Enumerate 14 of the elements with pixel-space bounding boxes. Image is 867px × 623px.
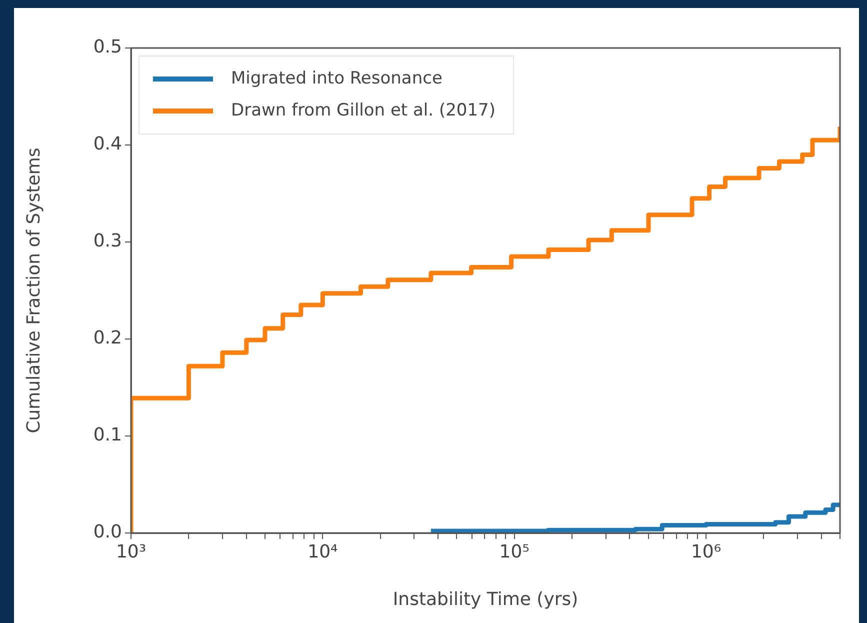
x-tick-label: 10³ <box>116 541 146 562</box>
legend-label: Migrated into Resonance <box>231 68 442 88</box>
y-tick-label: 0.5 <box>93 36 122 58</box>
y-tick-label: 0.1 <box>93 424 122 446</box>
y-tick-label: 0.4 <box>93 134 122 155</box>
x-axis-title: Instability Time (yrs) <box>392 588 578 610</box>
y-tick-label: 0.3 <box>93 230 122 252</box>
x-tick-label: 10⁶ <box>690 541 722 562</box>
x-tick-label: 10⁴ <box>308 541 338 562</box>
x-tick-label: 10⁵ <box>499 541 530 562</box>
y-tick-label: 0.2 <box>93 328 122 349</box>
y-axis-title: Cumulative Fraction of Systems <box>23 148 44 434</box>
y-tick-label: 0.0 <box>93 522 122 543</box>
legend-label: Drawn from Gillon et al. (2017) <box>231 100 496 120</box>
